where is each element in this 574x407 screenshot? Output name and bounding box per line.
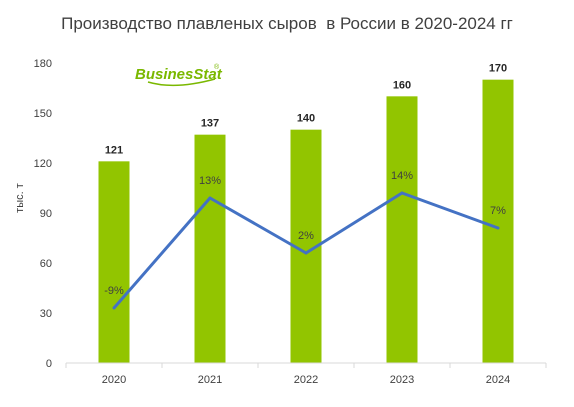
growth-value-label: 7% xyxy=(490,205,506,217)
growth-point-2023 xyxy=(400,191,404,195)
bar-value-label: 137 xyxy=(201,118,219,130)
x-tick-label: 2020 xyxy=(102,374,126,386)
growth-point-2021 xyxy=(208,196,212,200)
growth-value-label: 2% xyxy=(298,230,314,242)
x-axis: 2020 2021 2022 2023 2024 xyxy=(65,362,547,386)
bar-value-label: 140 xyxy=(297,113,315,125)
bar-value-label: 121 xyxy=(105,144,123,156)
bar-value-label: 170 xyxy=(489,63,507,75)
growth-value-label: 13% xyxy=(199,175,221,187)
businesstat-logo: BusinesStat ® xyxy=(135,63,223,87)
x-tick-label: 2023 xyxy=(390,374,414,386)
logo-swoosh xyxy=(147,78,216,87)
growth-point-2022 xyxy=(304,251,308,255)
y-tick-label: 90 xyxy=(40,208,52,220)
chart-title: Производство плавленых сыров в России в … xyxy=(61,14,513,33)
y-tick-label: 180 xyxy=(34,58,52,70)
x-tick-label: 2021 xyxy=(198,374,222,386)
data-labels: 121 -9% 137 13% 140 2% 160 14% 170 7% xyxy=(104,63,507,297)
x-tick-label: 2024 xyxy=(486,374,510,386)
x-tick-label: 2022 xyxy=(294,374,318,386)
bar-2020 xyxy=(98,161,130,363)
logo-registered-mark: ® xyxy=(214,63,220,71)
bar-series xyxy=(98,79,514,364)
growth-line-series xyxy=(112,191,500,310)
growth-value-label: 14% xyxy=(391,170,413,182)
y-tick-label: 120 xyxy=(34,158,52,170)
y-tick-label: 60 xyxy=(40,258,52,270)
y-axis-ticks: 0 30 60 90 120 150 180 xyxy=(34,58,52,370)
bar-2023 xyxy=(386,96,418,363)
y-tick-label: 0 xyxy=(46,358,52,370)
bar-value-label: 160 xyxy=(393,79,411,91)
growth-point-2020 xyxy=(112,306,116,310)
y-tick-label: 150 xyxy=(34,108,52,120)
logo-text: BusinesStat xyxy=(135,66,223,83)
bar-2021 xyxy=(194,134,226,363)
y-tick-label: 30 xyxy=(40,308,52,320)
growth-value-label: -9% xyxy=(104,285,124,297)
bar-2024 xyxy=(482,79,514,364)
growth-point-2024 xyxy=(496,226,500,230)
